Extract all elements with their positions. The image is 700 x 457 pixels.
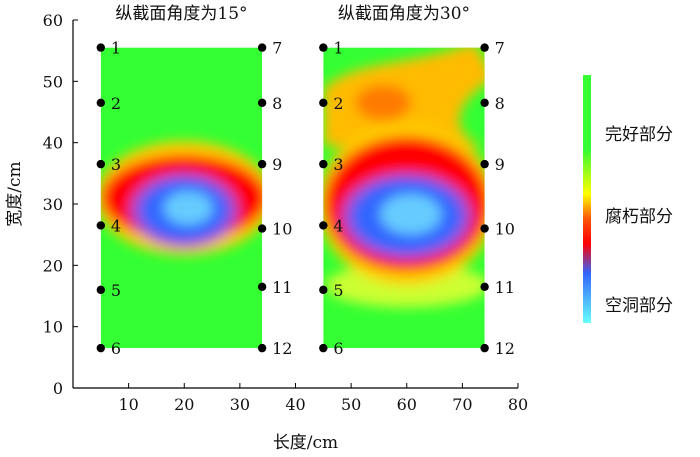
sensor-point (480, 98, 489, 108)
y-tick-label: 10 (43, 318, 63, 337)
x-tick-label: 70 (452, 395, 472, 414)
y-tick-label: 30 (43, 195, 63, 214)
legend-label: 空洞部分 (605, 296, 673, 316)
sensor-point (96, 221, 106, 230)
sensor-label: 6 (111, 339, 121, 358)
sensor-label: 11 (495, 278, 515, 297)
sensor-point (319, 285, 328, 295)
heatmap-panel-2 (323, 47, 485, 349)
panel-title: 纵截面角度为15° (115, 4, 247, 24)
sensor-label: 7 (495, 39, 505, 58)
hollow-core (380, 194, 442, 235)
sensor-point (257, 159, 267, 169)
sensor-label: 8 (272, 94, 282, 113)
sensor-label: 1 (333, 39, 343, 58)
sensor-label: 12 (272, 339, 292, 358)
y-tick-label: 60 (43, 11, 63, 30)
sensor-point (96, 43, 106, 52)
sensor-point (257, 282, 267, 291)
panel-title: 纵截面角度为30° (338, 4, 470, 24)
sensor-point (319, 343, 328, 353)
axes: 纵截面角度为15° 纵截面角度为30° 0 10 20 30 40 50 60 10 20 30 40 5… (5, 4, 528, 453)
legend-label: 完好部分 (605, 125, 673, 145)
sensor-label: 1 (111, 39, 121, 58)
sensor-point (480, 224, 489, 233)
heatmap-panels (100, 47, 485, 349)
hollow-core (163, 191, 213, 225)
sensor-label: 9 (272, 155, 282, 174)
sensor-point (480, 43, 489, 52)
sensor-point (257, 343, 267, 353)
legend-colorbar (583, 75, 591, 323)
sensor-point (480, 282, 489, 291)
sensor-point (257, 43, 267, 52)
sensor-label: 2 (111, 94, 121, 113)
sensor-label: 2 (333, 94, 343, 113)
x-tick-label: 40 (285, 395, 305, 414)
sensor-point (480, 343, 489, 353)
sensor-point (319, 43, 328, 52)
sensor-point (96, 285, 106, 295)
sensor-label: 10 (495, 220, 515, 239)
sensor-point (257, 224, 267, 233)
sensor-point (319, 221, 328, 230)
sensor-label: 12 (495, 339, 515, 358)
sensor-label: 3 (333, 155, 343, 174)
sensor-label: 5 (111, 281, 121, 300)
y-tick-label: 50 (43, 72, 63, 91)
sensor-label: 5 (333, 281, 343, 300)
y-tick-label: 0 (53, 379, 63, 398)
sensor-label: 4 (333, 216, 343, 235)
legend-label: 腐朽部分 (605, 207, 673, 227)
sensor-label: 4 (111, 216, 121, 235)
sensor-label: 7 (272, 39, 282, 58)
sensor-point (96, 159, 106, 169)
sensor-point (319, 159, 328, 169)
sensor-label: 11 (272, 278, 292, 297)
x-tick-label: 60 (397, 395, 417, 414)
x-axis-label: 长度/cm (273, 433, 338, 453)
sensor-label: 10 (272, 220, 292, 239)
x-tick-label: 20 (174, 395, 194, 414)
y-tick-label: 40 (43, 134, 63, 153)
sensor-label: 6 (333, 339, 343, 358)
sensor-point (319, 98, 328, 108)
sensor-point (480, 159, 489, 169)
x-tick-label: 80 (508, 395, 528, 414)
x-tick-label: 50 (341, 395, 361, 414)
decay-spot (355, 84, 412, 121)
sensor-point (96, 98, 106, 108)
sensor-point (257, 98, 267, 108)
sensor-point (96, 343, 106, 353)
sensor-label: 3 (111, 155, 121, 174)
y-axis-label: 宽度/cm (5, 161, 25, 226)
sensor-label: 8 (495, 94, 505, 113)
sensor-label: 9 (495, 155, 505, 174)
x-tick-label: 30 (230, 395, 250, 414)
x-tick-label: 10 (118, 395, 138, 414)
heatmap-panel-1 (100, 47, 263, 349)
y-tick-label: 20 (43, 256, 63, 275)
